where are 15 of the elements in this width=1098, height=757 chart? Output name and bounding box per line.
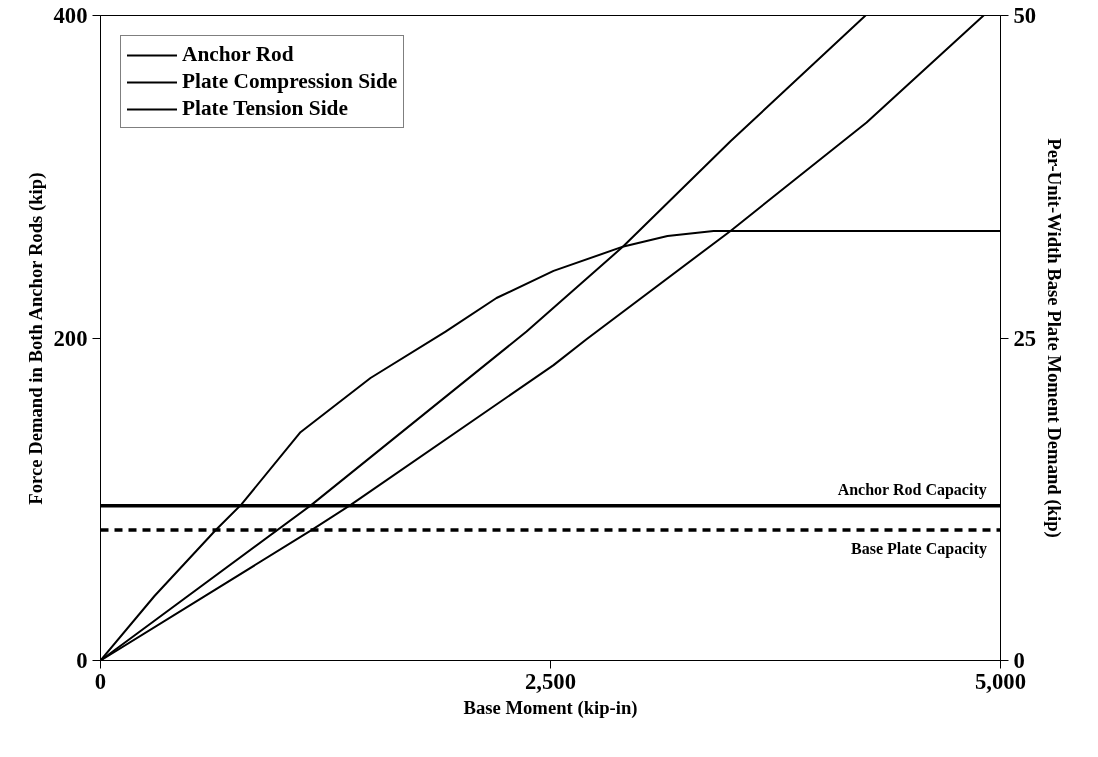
x-axis-title: Base Moment (kip-in) <box>463 696 638 719</box>
legend-label: Anchor Rod <box>182 42 294 67</box>
ref-line-label: Anchor Rod Capacity <box>837 480 987 499</box>
y2-tick-label: 50 <box>1013 3 1037 28</box>
y-tick-label: 0 <box>76 648 88 673</box>
x-tick-label: 0 <box>94 668 107 694</box>
x-tick-label: 2,500 <box>525 668 576 694</box>
ref-line-label: Base Plate Capacity <box>851 539 988 558</box>
y-axis-title: Force Demand in Both Anchor Rods (kip) <box>24 172 47 505</box>
y-tick-label: 200 <box>53 325 88 351</box>
legend-label: Plate Compression Side <box>182 69 398 94</box>
y2-tick-label: 25 <box>1013 325 1037 351</box>
legend-label: Plate Tension Side <box>182 96 348 121</box>
y-tick-label: 400 <box>53 3 88 28</box>
y2-axis-title: Per-Unit-Width Base Plate Moment Demand (kip) <box>1043 138 1066 538</box>
